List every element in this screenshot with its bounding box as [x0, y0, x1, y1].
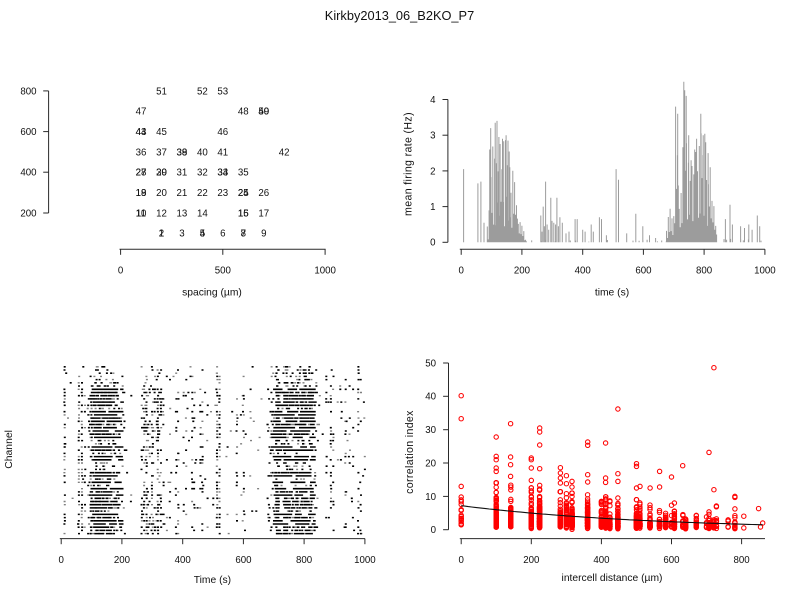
- svg-text:10: 10: [425, 492, 436, 503]
- svg-text:32: 32: [197, 168, 208, 179]
- svg-text:50: 50: [258, 107, 269, 118]
- svg-text:0: 0: [430, 238, 436, 249]
- svg-text:42: 42: [279, 147, 290, 158]
- svg-text:800: 800: [696, 266, 713, 277]
- svg-text:intercell distance (µm): intercell distance (µm): [562, 573, 663, 584]
- svg-text:20: 20: [156, 188, 167, 199]
- svg-text:43: 43: [136, 127, 147, 138]
- svg-text:600: 600: [235, 555, 252, 566]
- svg-text:10: 10: [136, 208, 147, 219]
- svg-text:45: 45: [156, 127, 167, 138]
- svg-text:19: 19: [136, 188, 147, 199]
- svg-text:Kirkby2013_06_B2KO_P7: Kirkby2013_06_B2KO_P7: [325, 8, 474, 23]
- svg-text:400: 400: [575, 266, 592, 277]
- svg-text:2: 2: [430, 166, 435, 177]
- svg-text:800: 800: [734, 555, 751, 566]
- svg-text:200: 200: [523, 555, 540, 566]
- svg-text:1000: 1000: [314, 266, 336, 277]
- svg-text:30: 30: [425, 425, 436, 436]
- svg-text:correlation index: correlation index: [404, 410, 416, 494]
- svg-text:40: 40: [425, 392, 436, 403]
- svg-text:400: 400: [175, 555, 192, 566]
- svg-text:15: 15: [238, 208, 249, 219]
- svg-text:1000: 1000: [354, 555, 376, 566]
- svg-text:mean firing rate (Hz): mean firing rate (Hz): [403, 112, 415, 216]
- svg-text:4: 4: [200, 229, 206, 240]
- svg-text:200: 200: [114, 555, 131, 566]
- svg-text:34: 34: [217, 168, 228, 179]
- svg-text:2: 2: [159, 229, 164, 240]
- svg-text:600: 600: [20, 127, 37, 138]
- svg-text:23: 23: [217, 188, 228, 199]
- svg-text:49: 49: [258, 107, 269, 118]
- svg-text:800: 800: [296, 555, 313, 566]
- svg-text:600: 600: [663, 555, 680, 566]
- svg-text:200: 200: [20, 208, 37, 219]
- svg-text:22: 22: [197, 188, 208, 199]
- svg-text:28: 28: [136, 168, 147, 179]
- svg-text:44: 44: [136, 127, 147, 138]
- svg-text:time (s): time (s): [595, 288, 629, 299]
- svg-text:29: 29: [156, 168, 167, 179]
- svg-text:7: 7: [241, 229, 246, 240]
- svg-text:24: 24: [238, 188, 249, 199]
- svg-text:spacing (µm): spacing (µm): [182, 288, 242, 299]
- svg-text:31: 31: [177, 168, 188, 179]
- svg-text:500: 500: [215, 266, 232, 277]
- svg-text:38: 38: [177, 147, 188, 158]
- svg-text:52: 52: [197, 86, 208, 97]
- svg-text:14: 14: [197, 208, 208, 219]
- svg-text:47: 47: [136, 107, 147, 118]
- svg-text:11: 11: [136, 208, 146, 219]
- svg-text:35: 35: [238, 168, 249, 179]
- svg-text:30: 30: [156, 168, 167, 179]
- svg-text:39: 39: [177, 147, 188, 158]
- svg-text:5: 5: [200, 229, 205, 240]
- svg-text:1: 1: [430, 202, 435, 213]
- svg-text:50: 50: [425, 358, 436, 369]
- svg-text:9: 9: [261, 229, 266, 240]
- svg-text:36: 36: [136, 147, 147, 158]
- svg-text:3: 3: [179, 229, 184, 240]
- svg-text:800: 800: [20, 86, 37, 97]
- svg-text:48: 48: [238, 107, 249, 118]
- svg-text:8: 8: [241, 229, 246, 240]
- svg-text:27: 27: [136, 168, 147, 179]
- svg-text:51: 51: [156, 86, 167, 97]
- svg-text:3: 3: [430, 131, 435, 142]
- svg-text:33: 33: [217, 168, 228, 179]
- svg-text:17: 17: [258, 208, 269, 219]
- svg-text:0: 0: [431, 525, 437, 536]
- svg-text:0: 0: [459, 266, 465, 277]
- svg-text:0: 0: [459, 555, 465, 566]
- svg-text:6: 6: [220, 229, 225, 240]
- svg-text:37: 37: [156, 147, 167, 158]
- svg-text:1000: 1000: [754, 266, 776, 277]
- svg-text:0: 0: [59, 555, 65, 566]
- svg-text:21: 21: [177, 188, 188, 199]
- svg-text:40: 40: [197, 147, 208, 158]
- svg-text:20: 20: [425, 458, 436, 469]
- svg-text:25: 25: [238, 188, 249, 199]
- svg-text:26: 26: [258, 188, 269, 199]
- svg-text:13: 13: [177, 208, 188, 219]
- svg-text:46: 46: [217, 127, 228, 138]
- svg-text:200: 200: [514, 266, 531, 277]
- svg-text:400: 400: [593, 555, 610, 566]
- svg-text:Time (s): Time (s): [194, 575, 231, 586]
- svg-text:1: 1: [159, 229, 164, 240]
- svg-text:0: 0: [118, 266, 124, 277]
- svg-text:400: 400: [20, 168, 37, 179]
- svg-text:16: 16: [238, 208, 249, 219]
- svg-text:53: 53: [217, 86, 228, 97]
- svg-text:41: 41: [217, 147, 228, 158]
- svg-text:600: 600: [635, 266, 652, 277]
- svg-text:18: 18: [136, 188, 147, 199]
- svg-text:4: 4: [430, 95, 436, 106]
- svg-text:Channel: Channel: [4, 430, 15, 469]
- svg-text:12: 12: [156, 208, 167, 219]
